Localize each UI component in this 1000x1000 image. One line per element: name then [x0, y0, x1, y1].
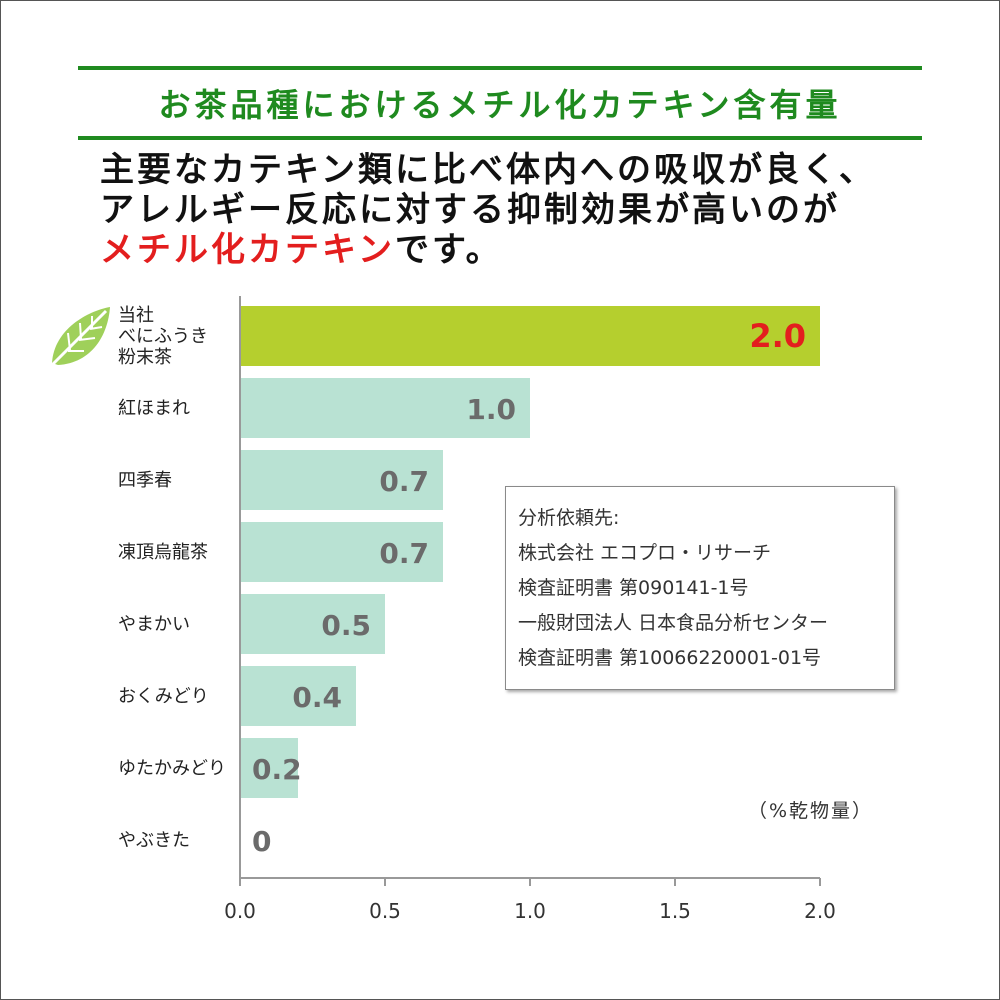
- value-label: 0.7: [379, 537, 429, 570]
- x-tick-label: 0.5: [369, 899, 401, 923]
- category-label: やまかい: [118, 614, 190, 635]
- category-label: べにふうき: [118, 326, 208, 347]
- leaf-icon: [48, 307, 110, 369]
- title-bar: お茶品種におけるメチル化カテキン含有量: [78, 66, 922, 140]
- intro-line-1: 主要なカテキン類に比べ体内への吸収が良く、: [100, 150, 876, 190]
- category-label: 紅ほまれ: [118, 398, 190, 419]
- value-label: 0.5: [321, 609, 371, 642]
- category-label: 粉末茶: [118, 347, 172, 368]
- bar: [240, 738, 298, 798]
- intro-text: 主要なカテキン類に比べ体内への吸収が良く、 アレルギー反応に対する抑制効果が高い…: [100, 150, 930, 270]
- analysis-note-box: 分析依頼先: 株式会社 エコプロ・リサーチ 検査証明書 第090141-1号 一…: [505, 486, 895, 690]
- bar: [240, 450, 443, 510]
- value-label: 0.4: [292, 681, 342, 714]
- value-label: 1.0: [466, 393, 516, 426]
- x-tick-label: 1.5: [659, 899, 691, 923]
- intro-line-3-rest: です。: [394, 230, 503, 270]
- category-label: おくみどり: [118, 686, 209, 707]
- x-tick-label: 1.0: [514, 899, 546, 923]
- value-label: 0: [252, 825, 271, 858]
- category-label: ゆたかみどり: [118, 758, 226, 779]
- x-tick-label: 0.0: [224, 899, 256, 923]
- category-label: やぶきた: [118, 830, 190, 851]
- unit-label: （%乾物量）: [748, 800, 874, 822]
- intro-line-2: アレルギー反応に対する抑制効果が高いのが: [100, 190, 840, 230]
- intro-accent-term: メチル化カテキン: [100, 230, 395, 270]
- bar: [240, 522, 443, 582]
- bar-highlight: [240, 306, 820, 366]
- note-line: 株式会社 エコプロ・リサーチ: [518, 542, 772, 564]
- bar: [240, 378, 530, 438]
- category-label: 凍頂烏龍茶: [118, 542, 208, 563]
- bar: [240, 666, 356, 726]
- value-label: 0.7: [379, 465, 429, 498]
- note-line: 分析依頼先:: [518, 507, 620, 529]
- page-title: お茶品種におけるメチル化カテキン含有量: [158, 86, 842, 124]
- value-label: 0.2: [252, 753, 302, 786]
- note-line: 一般財団法人 日本食品分析センター: [518, 612, 829, 634]
- note-line: 検査証明書 第090141-1号: [518, 577, 749, 599]
- note-line: 検査証明書 第10066220001-01号: [518, 647, 822, 669]
- category-label: 四季春: [118, 470, 172, 491]
- category-label: 当社: [118, 305, 154, 326]
- value-label: 2.0: [749, 317, 806, 355]
- x-tick-label: 2.0: [804, 899, 836, 923]
- intro-line-3: メチル化カテキンです。: [100, 230, 930, 270]
- bar: [240, 594, 385, 654]
